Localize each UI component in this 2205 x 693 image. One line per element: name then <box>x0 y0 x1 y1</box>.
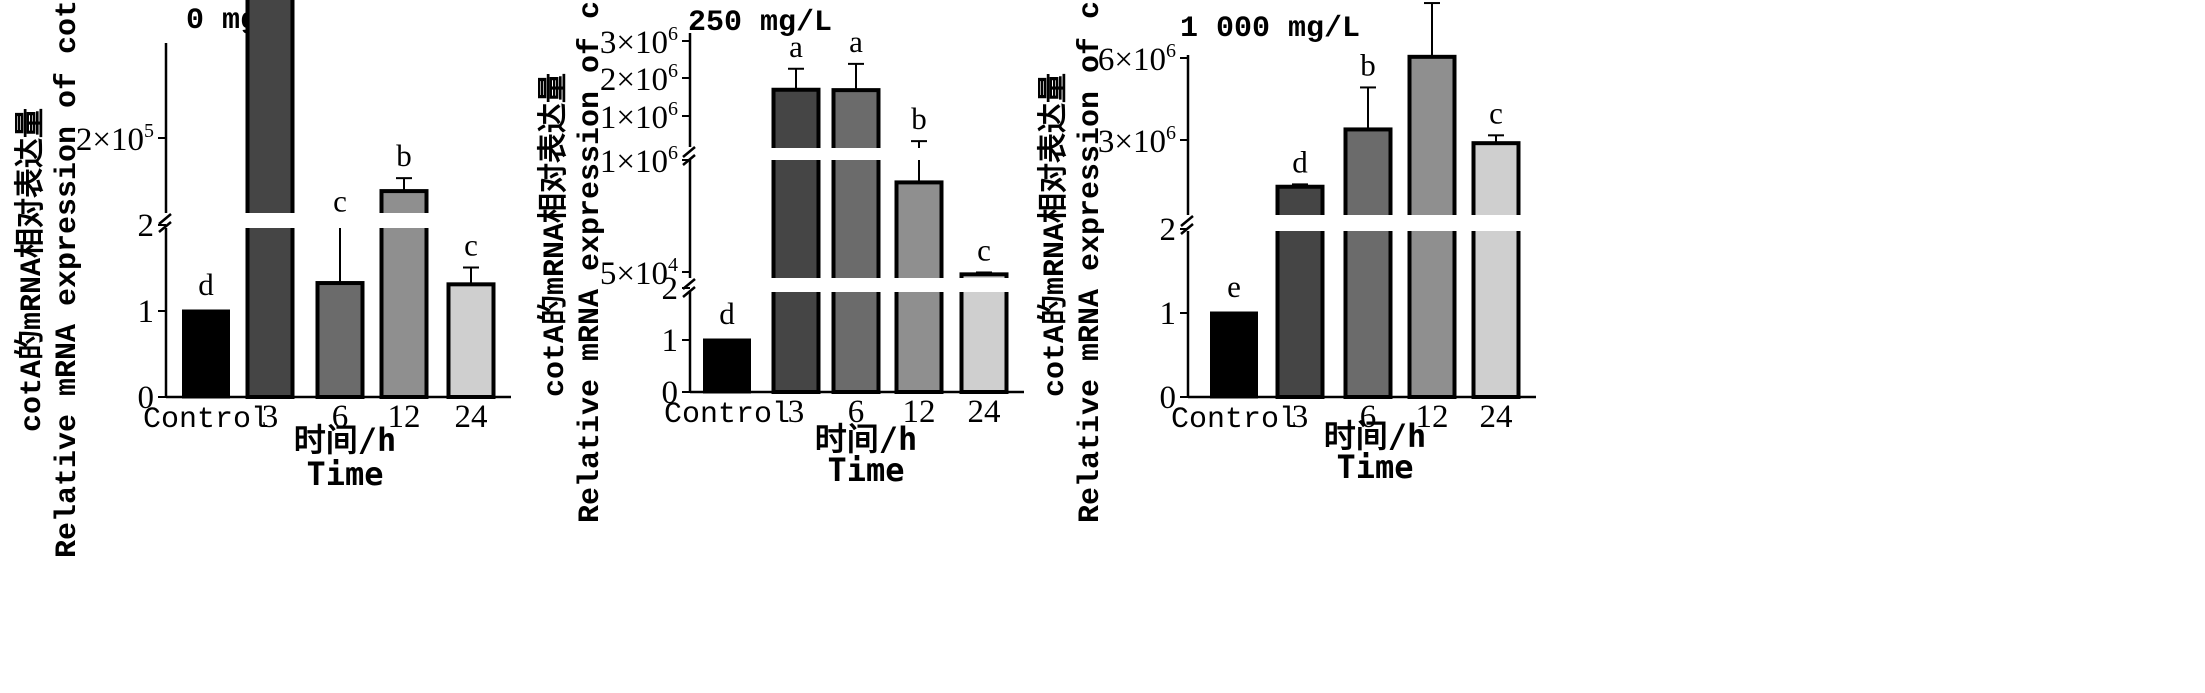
x-tick-label-24: 24 <box>455 399 488 435</box>
panel-250mg: 250 mg/L cotA的mRNA相对表达量 Relative mRNA expr… <box>537 0 1026 523</box>
x-tick-label-control: Control <box>1171 403 1297 437</box>
y-break-upper-mark-1 <box>682 146 696 158</box>
x-axis-label-en: Time <box>827 451 904 489</box>
y-tick-label-upper-0: 3×106 <box>1098 122 1176 160</box>
bar-24 <box>1471 141 1521 399</box>
panel-1000mg: 1 000 mg/L cotA的mRNA相对表达量 Relative mRNA ex… <box>1037 0 1538 523</box>
x-tick-label-12: 12 <box>388 399 421 435</box>
sig-label-control: d <box>719 296 735 331</box>
y-tick-label-upper-1: 2×106 <box>600 60 678 98</box>
y-axis-label-cn: cotA的mRNA相对表达量 <box>14 108 50 432</box>
x-tick-label-24: 24 <box>1480 399 1513 435</box>
x-tick-label-6: 6 <box>332 399 349 435</box>
y-tick-label-upper-1: 6×106 <box>1098 40 1176 78</box>
bar-control <box>1210 311 1258 399</box>
bar-6 <box>315 281 365 400</box>
sig-label-3: a <box>789 29 803 64</box>
y-tick-label-upper-0: 2×105 <box>76 120 154 158</box>
sig-label-6: a <box>849 24 863 59</box>
y-tick-label-middle-1: 1×106 <box>600 142 678 180</box>
x-axis-label-cn: 时间/h <box>294 421 397 459</box>
bar-3 <box>771 87 821 394</box>
bar-6 <box>1343 127 1393 399</box>
x-axis-label-en: Time <box>1336 448 1413 486</box>
x-tick-label-6: 6 <box>1360 399 1377 435</box>
bar-control <box>703 338 751 394</box>
y-axis-label-cn: cotA的mRNA相对表达量 <box>1037 73 1073 397</box>
x-tick-label-12: 12 <box>903 394 936 430</box>
sig-label-12: b <box>396 138 412 173</box>
y-tick-label-2: 2 <box>662 271 679 307</box>
y-tick-label-0: 0 <box>662 375 679 411</box>
bar-24 <box>446 282 496 399</box>
bar-24 <box>959 272 1009 394</box>
sig-label-control: e <box>1227 269 1241 304</box>
y-tick-label-upper-2: 3×106 <box>600 23 678 61</box>
sig-label-3: d <box>1292 144 1308 179</box>
y-axis-label-en: Relative mRNA expression of cotA <box>574 0 608 523</box>
bar-3 <box>245 0 295 400</box>
y-tick-label-1: 1 <box>138 294 155 330</box>
sig-label-24: c <box>977 232 991 267</box>
sig-label-24: c <box>464 228 478 263</box>
axis-break-band <box>168 213 513 228</box>
x-tick-label-3: 3 <box>262 399 279 435</box>
x-tick-label-12: 12 <box>1416 399 1449 435</box>
y-axis-label-en: Relative mRNA expression of cotA <box>51 0 85 558</box>
y-tick-label-0: 0 <box>1160 380 1177 416</box>
chart-title: 250 mg/L <box>688 6 832 40</box>
y-tick-label-0: 0 <box>138 380 155 416</box>
y-axis-label-en: Relative mRNA expression of cotA <box>1074 0 1108 523</box>
y-tick-label-middle-0: 5×104 <box>600 254 678 292</box>
y-break-lower-mark-2 <box>682 286 696 298</box>
x-tick-label-control: Control <box>664 398 790 432</box>
axis-break-band <box>692 278 1026 292</box>
y-break-mark-2 <box>158 221 172 233</box>
x-axis-label-cn: 时间/h <box>1324 417 1427 455</box>
y-axis-label-cn: cotA的mRNA相对表达量 <box>537 73 573 397</box>
y-tick-label-1: 1 <box>662 323 679 359</box>
y-tick-label-2: 2 <box>1160 212 1177 248</box>
y-tick-label-1: 1 <box>1160 296 1177 332</box>
y-break-mark-1 <box>1180 215 1194 227</box>
bar-control <box>182 309 230 399</box>
x-tick-label-3: 3 <box>788 394 805 430</box>
sig-label-24: c <box>1489 95 1503 130</box>
x-axis-label-cn: 时间/h <box>815 420 918 458</box>
y-tick-label-upper-0: 1×106 <box>600 98 678 136</box>
sig-label-control: d <box>198 267 214 302</box>
sig-label-6: b <box>1360 47 1376 82</box>
y-break-mark-1 <box>158 213 172 225</box>
x-tick-label-control: Control <box>143 403 269 437</box>
x-axis-label-en: Time <box>306 455 383 493</box>
chart-title: 1 000 mg/L <box>1180 12 1360 46</box>
axis-break-band <box>1190 215 1538 231</box>
x-tick-label-6: 6 <box>848 394 865 430</box>
sig-label-12: b <box>911 101 927 136</box>
bar-6 <box>831 88 881 394</box>
axis-break-band-upper <box>692 148 1026 160</box>
x-tick-label-3: 3 <box>1292 399 1309 435</box>
x-tick-label-24: 24 <box>968 394 1001 430</box>
y-tick-label-2: 2 <box>138 208 155 244</box>
sig-label-6: c <box>333 183 347 218</box>
